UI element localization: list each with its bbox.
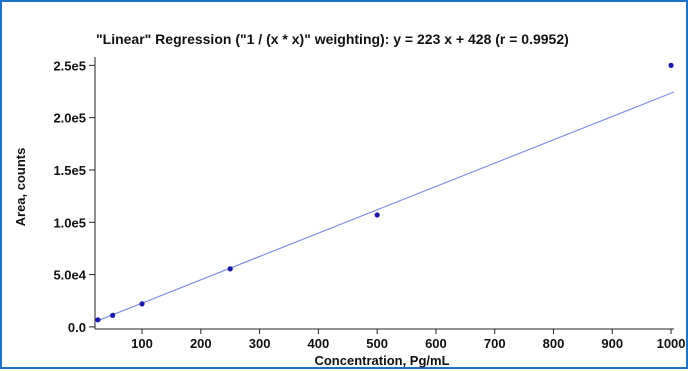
x-tick-label: 200: [190, 336, 212, 351]
x-tick-label: 700: [484, 336, 506, 351]
x-tick-label: 400: [308, 336, 330, 351]
y-tick-label: 1.0e5: [53, 215, 86, 230]
y-axis-title: Area, counts: [13, 148, 28, 227]
x-tick-label: 800: [543, 336, 565, 351]
y-tick-label: 1.5e5: [53, 163, 86, 178]
chart-title: "Linear" Regression ("1 / (x * x)" weigh…: [96, 31, 569, 47]
data-point: [139, 301, 145, 307]
y-tick-label: 0.0: [68, 320, 86, 335]
x-tick-label: 600: [425, 336, 447, 351]
x-tick-label: 100: [131, 336, 153, 351]
data-point: [95, 317, 101, 323]
regression-line: [94, 91, 675, 323]
data-point: [374, 212, 380, 218]
y-tick-label: 2.0e5: [53, 111, 86, 126]
x-tick-label: 1000: [657, 336, 686, 351]
data-point: [668, 62, 674, 68]
x-tick-label: 500: [366, 336, 388, 351]
data-point: [227, 266, 233, 272]
y-tick-label: 5.0e4: [53, 268, 86, 283]
x-tick-label: 900: [601, 336, 623, 351]
data-point: [110, 312, 116, 318]
x-axis-title: Concentration, Pg/mL: [314, 353, 449, 368]
x-tick-label: 300: [249, 336, 271, 351]
y-tick-label: 2.5e5: [53, 58, 86, 73]
